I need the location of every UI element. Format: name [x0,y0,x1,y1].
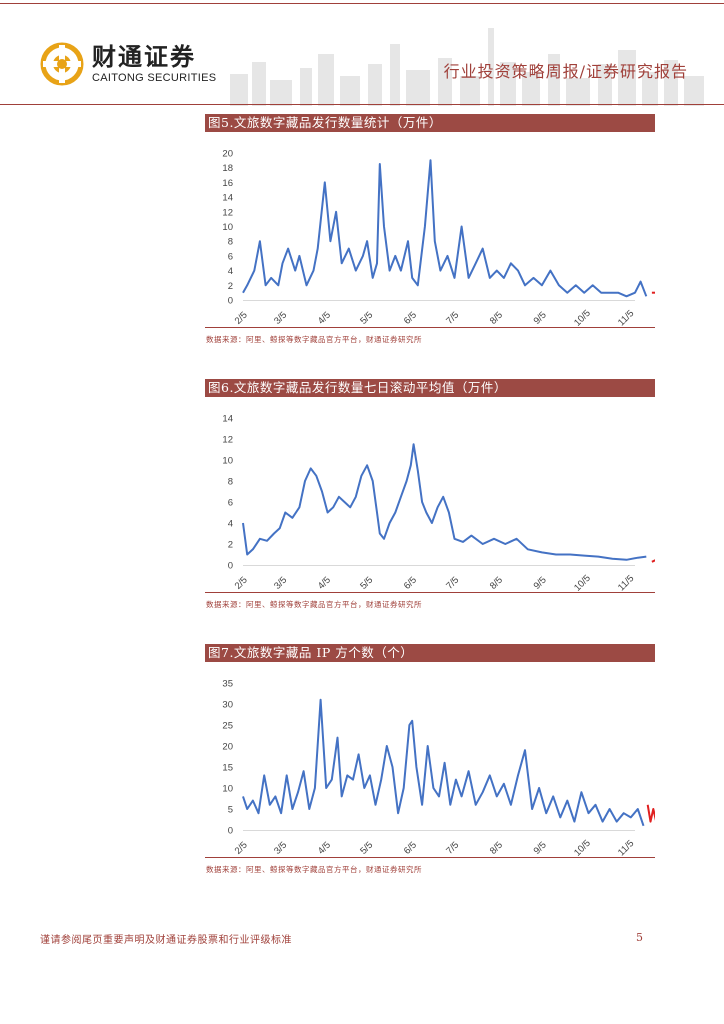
x-tick-label: 4/5 [316,840,333,857]
x-tick-label: 3/5 [272,840,289,857]
series-line [242,698,645,827]
x-tick-label: 6/5 [402,310,419,327]
y-tick-label: 10 [222,222,233,233]
figure-5-source-divider [205,327,655,328]
x-tick-label: 3/5 [272,310,289,327]
x-tick-label: 2/5 [233,575,250,592]
figure-7-line-chart: 0 5 10 15 20 25 30 35 2/5 3/5 4/5 5/5 6/5 7/5 8/5 9/5 10… [222,679,655,859]
x-tick-label: 9/5 [532,840,549,857]
y-tick-label: 0 [228,826,233,837]
y-tick-label: 5 [228,805,233,816]
header-divider [0,104,724,105]
page-number: 5 [636,931,643,944]
x-tick-label: 11/5 [616,838,636,858]
y-tick-label: 6 [228,498,233,509]
x-tick-label: 10/5 [572,308,593,329]
y-tick-label: 8 [228,237,233,248]
x-tick-label: 8/5 [488,840,505,857]
top-accent-line [0,3,724,4]
y-tick-label: 2 [228,281,233,292]
y-tick-label: 20 [222,149,233,160]
y-tick-label: 10 [222,456,233,467]
series-line-recent-highlight [646,804,655,823]
x-tick-label: 8/5 [488,310,505,327]
y-tick-label: 0 [228,296,233,307]
figure-7-source-divider [205,857,655,858]
figure-5-title: 图5.文旅数字藏品发行数量统计（万件） [205,114,655,132]
report-type-title: 行业投资策略周报/证券研究报告 [443,62,688,81]
y-tick-label: 0 [228,561,233,572]
x-tick-label: 5/5 [358,840,375,857]
page-header: 财通证券 CAITONG SECURITIES 行业投资策略周报/证券研究报告 [0,6,724,106]
x-tick-label: 7/5 [444,840,461,857]
company-logo: 财通证券 CAITONG SECURITIES [40,42,220,88]
y-tick-label: 30 [222,700,233,711]
y-tick-label: 16 [222,178,233,189]
x-tick-label: 6/5 [402,840,419,857]
y-tick-label: 14 [222,414,233,425]
logo-emblem-icon [40,42,84,86]
logo-english-name: CAITONG SECURITIES [92,72,217,84]
figure-6-source: 数据来源：阿里、鲸探等数字藏品官方平台，财通证券研究所 [206,600,422,609]
x-tick-label: 5/5 [358,310,375,327]
x-tick-label: 3/5 [272,575,289,592]
figure-6-line-chart: 0 2 4 6 8 10 12 14 2/5 3/5 4/5 5/5 6/5 7/5 8/5 9/5 10/5 1… [222,414,655,594]
y-tick-label: 6 [228,251,233,262]
y-tick-label: 35 [222,679,233,690]
y-tick-label: 10 [222,784,233,795]
series-line [242,443,647,561]
x-tick-label: 2/5 [233,310,250,327]
y-tick-label: 4 [228,519,233,530]
x-tick-label: 11/5 [616,573,636,593]
x-tick-label: 4/5 [316,310,333,327]
figure-6-title: 图6.文旅数字藏品发行数量七日滚动平均值（万件） [205,379,655,397]
x-tick-label: 2/5 [233,840,250,857]
x-tick-label: 6/5 [402,575,419,592]
y-tick-label: 12 [222,435,233,446]
y-tick-label: 14 [222,193,233,204]
x-tick-label: 10/5 [572,573,593,594]
figure-6-source-divider [205,592,655,593]
y-tick-label: 4 [228,266,233,277]
series-line-recent-highlight [651,559,655,563]
y-tick-label: 18 [222,163,233,174]
footer-disclaimer: 谨请参阅尾页重要声明及财通证券股票和行业评级标准 [40,935,292,946]
x-tick-label: 5/5 [358,575,375,592]
figure-7-source: 数据来源：阿里、鲸探等数字藏品官方平台，财通证券研究所 [206,865,422,874]
figure-5-line-chart: 0 2 4 6 8 10 12 14 16 18 20 2/5 3/5 4/5 5/5 6/5 7/5 8/5 9/… [222,149,655,329]
x-tick-label: 7/5 [444,575,461,592]
x-tick-label: 9/5 [532,310,549,327]
figure-5-source: 数据来源：阿里、鲸探等数字藏品官方平台，财通证券研究所 [206,335,422,344]
x-tick-label: 4/5 [316,575,333,592]
y-tick-label: 20 [222,742,233,753]
y-tick-label: 25 [222,721,233,732]
y-tick-label: 2 [228,540,233,551]
y-tick-label: 15 [222,763,233,774]
y-tick-label: 8 [228,477,233,488]
y-tick-label: 12 [222,207,233,218]
city-skyline-decoration [230,28,704,106]
x-tick-label: 11/5 [616,308,636,328]
logo-chinese-name: 财通证券 [92,43,196,71]
x-tick-label: 10/5 [572,838,593,859]
x-tick-label: 9/5 [532,575,549,592]
x-tick-label: 7/5 [444,310,461,327]
figure-7-title: 图7.文旅数字藏品 IP 方个数（个） [205,644,655,662]
x-tick-label: 8/5 [488,575,505,592]
series-line [242,159,648,298]
